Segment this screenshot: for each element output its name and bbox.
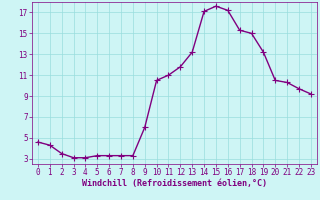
X-axis label: Windchill (Refroidissement éolien,°C): Windchill (Refroidissement éolien,°C): [82, 179, 267, 188]
